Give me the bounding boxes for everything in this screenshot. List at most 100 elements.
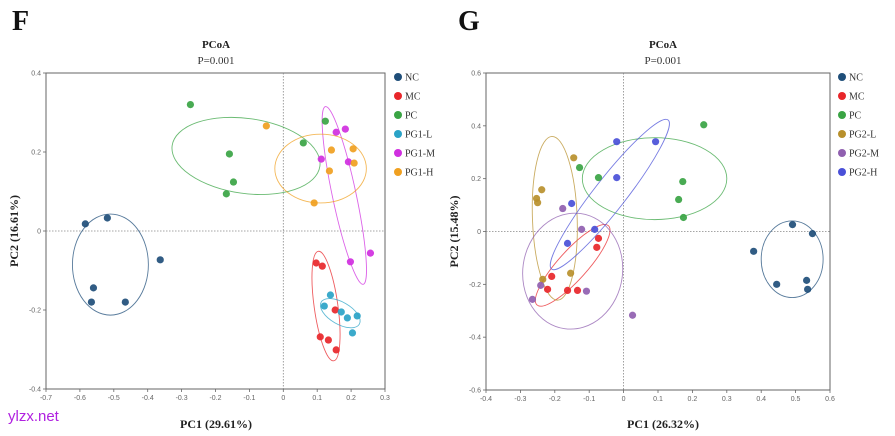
data-point-mc (312, 259, 320, 267)
data-point-mc (594, 234, 603, 242)
x-tick-label: 0 (622, 396, 626, 403)
legend-marker-nc (838, 73, 846, 81)
y-tick-label: 0 (477, 229, 481, 236)
confidence-ellipse-pg1-h (274, 133, 367, 204)
data-point-pc (321, 117, 329, 125)
y-axis-label: PC2 (15.48%) (447, 196, 461, 268)
data-point-pc (229, 178, 238, 186)
data-point-nc (103, 214, 111, 222)
legend-marker-pg1-h (394, 168, 402, 176)
data-point-mc (331, 306, 339, 314)
legend-label: PG2-M (849, 149, 879, 160)
data-point-mc (548, 272, 556, 281)
y-tick-label: 0.4 (31, 71, 41, 78)
x-tick-label: -0.7 (40, 395, 52, 402)
data-point-mc (316, 333, 324, 341)
data-point-pg1-h (325, 167, 334, 175)
data-point-pg1-l (320, 302, 328, 310)
data-point-pc (575, 163, 584, 172)
data-point-pg2-l (570, 154, 578, 162)
data-point-pg2-h (651, 138, 660, 146)
data-point-nc (89, 284, 98, 292)
legend-label: PG1-H (405, 168, 433, 179)
data-point-pg1-l (337, 308, 345, 316)
legend-label: PG1-L (405, 130, 432, 141)
data-point-pg1-l (348, 329, 357, 337)
data-point-mc (543, 285, 552, 293)
y-tick-label: 0 (37, 229, 41, 236)
x-tick-label: 0.1 (653, 396, 663, 403)
legend-marker-pc (394, 111, 402, 119)
data-point-pg1-h (262, 122, 270, 130)
panel-letter-g: G (458, 6, 480, 37)
x-tick-label: 0.1 (312, 395, 322, 402)
legend-label: MC (849, 92, 865, 103)
legend-label: NC (405, 73, 419, 84)
x-axis-label: PC1 (29.61%) (180, 417, 252, 431)
data-point-pg2-m (628, 311, 637, 319)
data-point-nc (808, 230, 817, 238)
data-point-nc (773, 280, 781, 288)
chart-title: PCoA (202, 39, 230, 51)
data-point-mc (318, 262, 326, 270)
data-point-pg2-m (537, 281, 545, 289)
data-point-pc (594, 174, 603, 182)
confidence-ellipse-mc (311, 250, 341, 362)
data-point-pg2-h (613, 138, 621, 146)
x-tick-label: 0 (281, 395, 285, 402)
x-tick-label: -0.6 (74, 395, 86, 402)
data-point-mc (593, 243, 601, 251)
data-point-pg2-m (559, 204, 567, 213)
confidence-ellipse-pg2-m (522, 212, 624, 330)
data-point-nc (750, 247, 758, 255)
y-axis-label: PC2 (16.61%) (7, 195, 21, 267)
confidence-ellipse-pc (171, 116, 321, 195)
chart-subtitle: P=0.001 (644, 55, 681, 67)
legend-label: NC (849, 73, 863, 84)
legend-marker-pg2-m (838, 149, 846, 157)
data-point-pg2-l (534, 199, 542, 207)
data-point-nc (803, 276, 811, 284)
data-point-pg2-h (568, 199, 576, 208)
data-point-mc (563, 286, 572, 295)
x-tick-label: -0.4 (480, 396, 492, 403)
data-point-pg2-m (528, 295, 537, 303)
data-point-nc (804, 285, 812, 293)
data-point-nc (788, 221, 797, 229)
watermark-text: ylzx.net (8, 408, 59, 425)
confidence-ellipse-pg2-l (531, 135, 578, 301)
y-tick-label: 0.6 (471, 71, 481, 78)
y-tick-label: -0.6 (469, 388, 481, 395)
data-point-pg1-h (327, 146, 336, 154)
data-point-pg1-m (341, 125, 349, 133)
x-tick-label: 0.2 (346, 395, 356, 402)
confidence-ellipse-pg1-m (321, 106, 367, 285)
x-tick-label: 0.6 (825, 396, 835, 403)
legend-label: PG1-M (405, 149, 435, 160)
data-point-pc (679, 177, 687, 186)
data-point-pg1-m (346, 258, 355, 266)
x-tick-label: 0.2 (688, 396, 698, 403)
data-point-pc (700, 121, 708, 129)
x-tick-label: 0.4 (756, 396, 766, 403)
data-point-pg2-h (613, 174, 621, 182)
data-point-pg1-h (350, 159, 358, 167)
data-point-pg2-l (539, 275, 547, 283)
x-tick-label: -0.3 (514, 396, 526, 403)
data-point-mc (324, 336, 332, 344)
data-point-pc (186, 101, 195, 109)
y-tick-label: 0.2 (471, 176, 481, 183)
y-tick-label: 0.4 (471, 123, 481, 130)
pcoa-chart-g: PCoA P=0.001 -0.4 -0.3 -0.2 -0.1 0 0.1 0.2 0.3 0.4… (447, 39, 879, 431)
data-point-pg1-h (310, 199, 318, 207)
data-point-nc (87, 298, 96, 306)
pcoa-chart-f: PCoA P=0.001 -0.7 -0.6 -0.5 -0.4 -0.3 -0.2 -0.1 0… (7, 39, 435, 431)
legend-marker-mc (394, 92, 402, 100)
x-tick-label: 0.3 (380, 395, 390, 402)
y-tick-label: -0.4 (469, 335, 481, 342)
confidence-ellipse-pg2-h (549, 118, 670, 271)
legend-label: PC (405, 111, 418, 122)
x-axis-label: PC1 (26.32%) (627, 417, 699, 431)
confidence-ellipse-nc (71, 213, 149, 316)
confidence-ellipse-pg1-l (319, 298, 361, 329)
